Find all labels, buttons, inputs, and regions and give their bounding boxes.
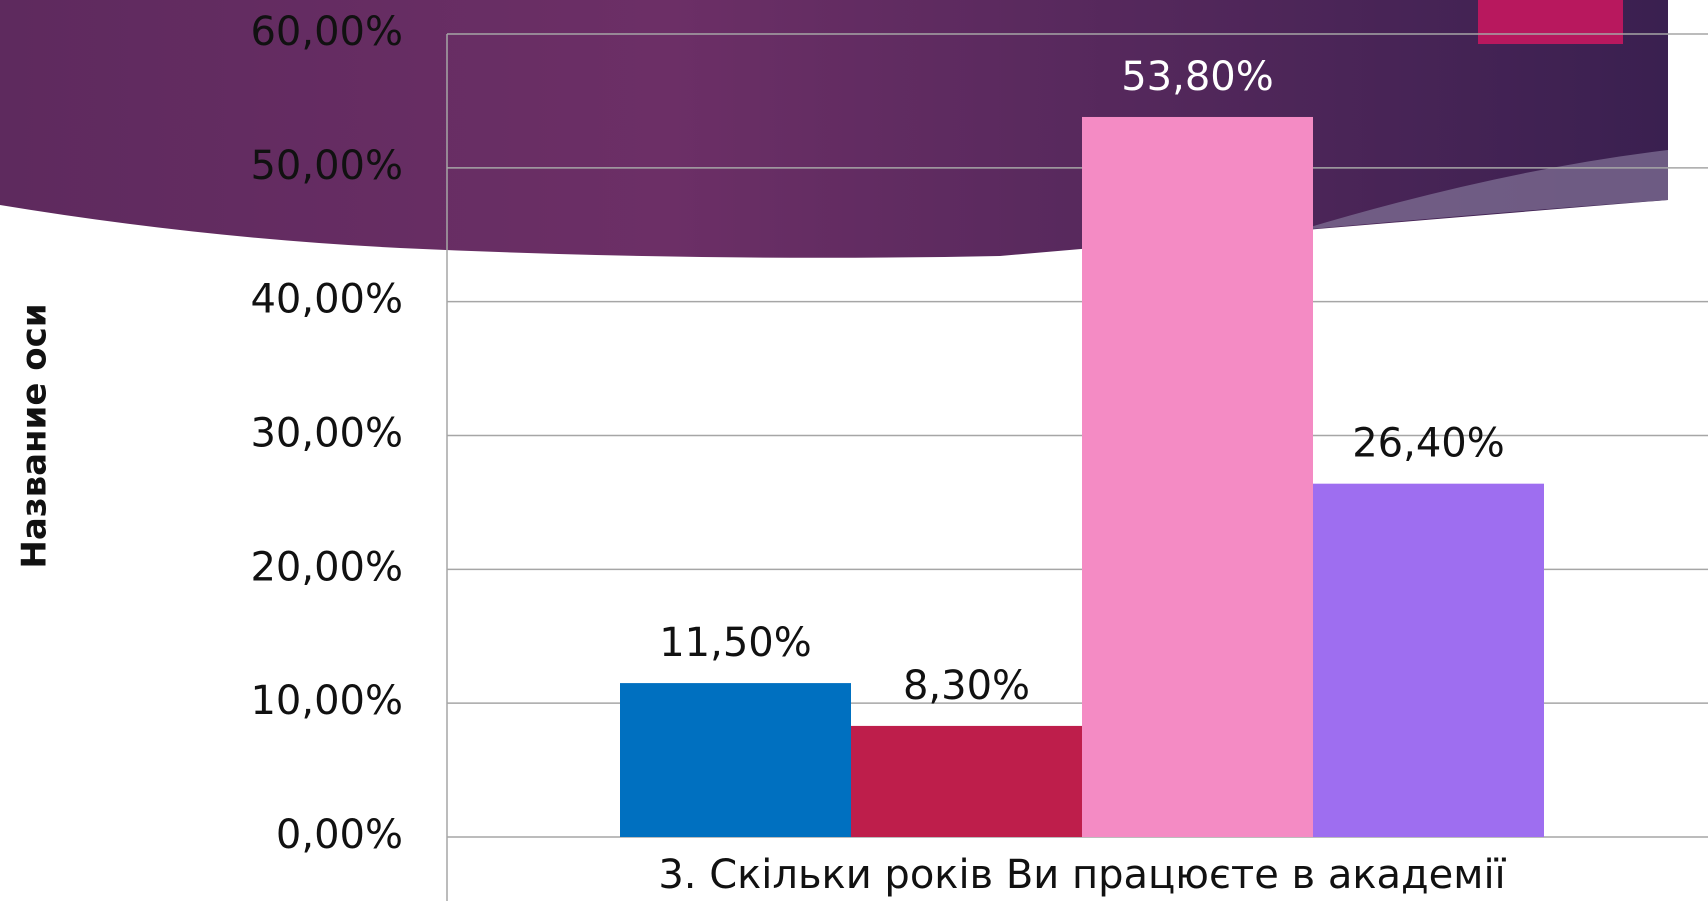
data-label: 53,80% <box>1121 54 1274 100</box>
y-tick-label: 60,00% <box>250 9 403 55</box>
bar <box>620 683 851 837</box>
y-tick-label: 40,00% <box>250 277 403 323</box>
data-label: 8,30% <box>903 663 1030 709</box>
bar <box>1082 117 1313 837</box>
y-tick-label: 50,00% <box>250 143 403 189</box>
y-tick-label: 0,00% <box>276 812 403 858</box>
y-tick-label: 30,00% <box>250 411 403 457</box>
y-tick-label: 20,00% <box>250 544 403 590</box>
bar <box>1313 484 1544 837</box>
data-label: 26,40% <box>1352 421 1505 467</box>
legend-swatch <box>1478 0 1623 44</box>
y-tick-label: 10,00% <box>250 678 403 724</box>
chart: Название оси 0,00% 10,00% 20,00% 30,00% 40,0… <box>0 0 1708 901</box>
y-axis-title: Название оси <box>15 303 55 568</box>
data-label: 11,50% <box>659 620 812 666</box>
bar <box>851 726 1082 837</box>
x-tick-label: 3. Скільки років Ви працюєте в академії <box>658 852 1506 898</box>
